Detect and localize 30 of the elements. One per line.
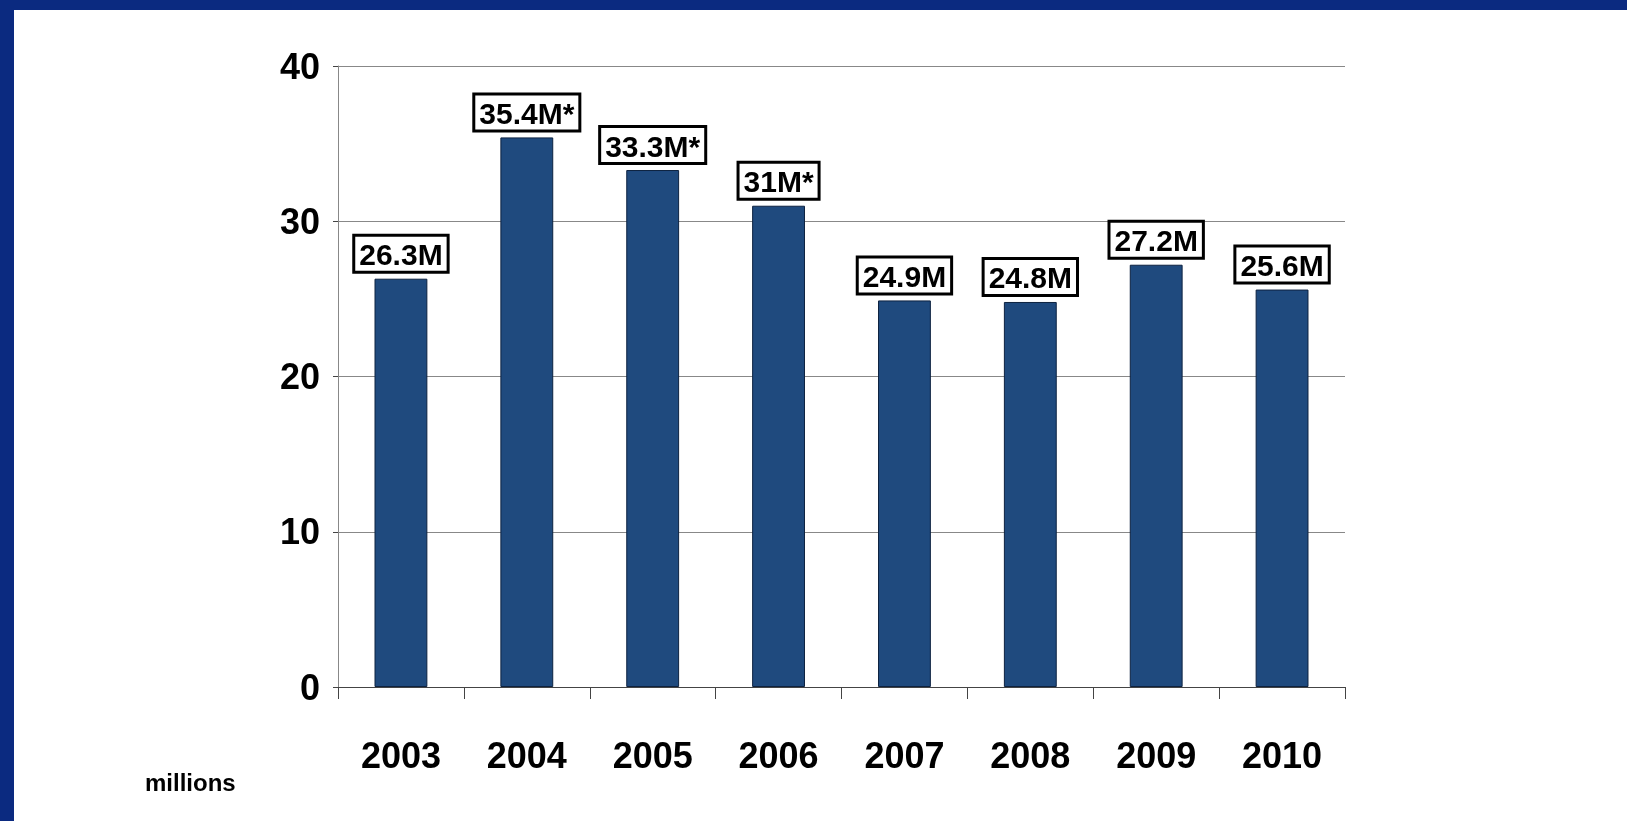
bar — [1129, 264, 1183, 687]
data-label: 24.8M — [988, 261, 1073, 295]
bar — [1003, 301, 1057, 687]
bar — [752, 205, 805, 687]
y-tick-label: 0 — [299, 666, 320, 708]
data-label: 35.4M* — [479, 96, 575, 130]
data-label: 33.3M* — [605, 129, 701, 163]
bar — [500, 137, 554, 687]
bar — [1255, 289, 1309, 687]
y-axis-title: millions — [145, 768, 236, 796]
bar — [374, 278, 428, 687]
x-tick-label: 2007 — [864, 734, 945, 776]
x-tick-label: 2008 — [990, 734, 1071, 776]
x-tick-label: 2006 — [738, 734, 819, 776]
y-tick-label: 30 — [279, 200, 320, 242]
data-label: 26.3M — [359, 238, 443, 272]
data-label: 27.2M — [1114, 224, 1198, 258]
x-tick-label: 2004 — [486, 734, 567, 776]
x-tick-label: 2003 — [360, 734, 441, 776]
x-tick-label: 2009 — [1116, 734, 1197, 776]
bar — [626, 170, 680, 687]
data-label: 25.6M — [1240, 249, 1324, 283]
data-label: 24.9M — [862, 259, 947, 293]
bar — [878, 300, 931, 687]
data-label: 31M* — [743, 165, 814, 199]
x-tick-label: 2010 — [1242, 734, 1323, 776]
y-tick-label: 10 — [279, 511, 320, 553]
y-tick-label: 40 — [279, 45, 320, 87]
y-tick-label: 20 — [279, 356, 320, 397]
x-tick-label: 2005 — [612, 734, 693, 776]
